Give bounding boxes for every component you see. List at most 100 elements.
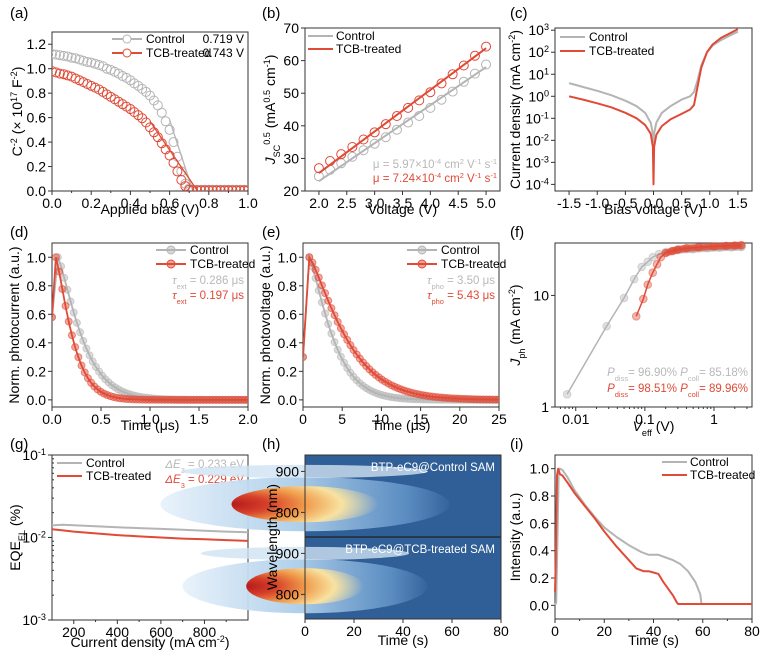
fit-line (318, 47, 487, 174)
y-tick-label: 0.6 (530, 515, 550, 531)
y-tick-label: 0.6 (27, 110, 47, 126)
x-axis-label-part: eff (642, 428, 652, 438)
y-tick-label-part: 10 (525, 110, 541, 126)
data-point (447, 69, 458, 80)
data-point (391, 124, 402, 135)
x-tick-label: 80 (493, 623, 509, 639)
y-tick-label: 0.2 (278, 363, 298, 379)
x-tick-label: 60 (444, 623, 460, 639)
mobility-annotation-part: μ = 5.97×10 (373, 159, 435, 171)
legend-label: Control (146, 32, 185, 46)
y-tick-label-part: 2 (544, 44, 549, 54)
panel-label: (f) (510, 224, 524, 241)
y-tick-label: 0.8 (530, 488, 550, 504)
y-tick-label: 70 (283, 20, 299, 36)
y-tick-label-part: 10 (22, 447, 38, 463)
x-tick-label: 0.01 (562, 411, 589, 427)
data-point (52, 49, 57, 60)
panel-d: (d) 0.0 0.5 1.0 1.5 2.0 0.0 0.2 0.4 0.6 0.8 1.0 Cont… (6, 224, 258, 433)
panel-e: (e) 0 5 10 15 20 25 0.0 0.2 0.4 0.6 0.8 1.0 ControlTC… (257, 224, 507, 433)
data-point (436, 78, 447, 89)
data-point (665, 248, 674, 256)
mobility-annotation-part: s (481, 173, 490, 185)
y-axis-label-part: ph (517, 348, 527, 358)
data-point (160, 116, 171, 127)
data-point (730, 241, 740, 250)
y-tick-label-part: -1 (38, 447, 46, 457)
data-point (730, 241, 738, 250)
y-axis-label: EQEEL (%) (7, 504, 27, 570)
data-point (675, 245, 683, 254)
legend-label: TCB-treated (690, 468, 755, 482)
data-point (705, 242, 714, 251)
x-tick-label: 5.0 (476, 195, 496, 211)
y-axis-label-part: EL (17, 530, 27, 541)
data-point (74, 54, 85, 65)
data-point (369, 138, 380, 149)
y-tick-label: 800 (276, 586, 300, 602)
mobility-annotation: μ = 7.24×10-4 cm2 V-1 s-1 (373, 171, 497, 186)
x-axis-label: Time (s) (628, 632, 679, 648)
lifetime-annotation: τext = 0.286 μs (172, 275, 244, 291)
data-point (619, 293, 629, 303)
data-point (207, 185, 218, 191)
data-point (458, 60, 469, 71)
data-point (78, 55, 89, 66)
plot-frame (302, 242, 500, 408)
y-axis-label-part: -1 (262, 59, 272, 67)
x-axis-label-part: (V) (652, 418, 675, 434)
x-tick-label: 1.5 (189, 411, 209, 427)
y-tick-label: 20 (283, 183, 299, 199)
data-point (652, 260, 662, 269)
x-axis-label: Bias voltage (V) (604, 201, 703, 217)
y-axis-label-part: ) (507, 30, 523, 35)
x-axis-label: Time (μs) (372, 417, 431, 433)
mobility-annotation-part: cm (441, 173, 460, 185)
efficiency-annotation-part: = 98.51% (628, 383, 677, 395)
x-tick-label: 10 (374, 411, 390, 427)
mobility-annotation-part: -1 (475, 157, 482, 166)
x-tick-label: 0.2 (81, 195, 101, 211)
legend-label: TCB-treated (86, 469, 151, 483)
x-tick-label: 80 (744, 623, 760, 639)
panel-label: (a) (10, 5, 28, 22)
data-point (172, 166, 183, 177)
data-point (639, 294, 648, 304)
data-point (724, 242, 733, 250)
data-point (722, 242, 731, 250)
y-axis-label-part: (× 10 (9, 102, 25, 138)
data-point (380, 119, 391, 130)
y-axis-label-part: ) (507, 284, 523, 289)
data-point (447, 86, 458, 97)
x-tick-label: 0.5 (91, 411, 111, 427)
y-tick-label: 1 (541, 399, 549, 415)
y-tick-label: 0.0 (27, 392, 47, 408)
lifetime-annotation-part: pho (431, 297, 443, 306)
x-axis-label-part: V (633, 418, 644, 434)
y-tick-label: 10-2 (525, 132, 549, 148)
mobility-annotation-part: 2 (460, 157, 464, 166)
efficiency-annotation-part: diss (615, 390, 629, 399)
x-tick-label: 0.0 (644, 195, 664, 211)
data-point (699, 243, 708, 251)
data-point (733, 241, 742, 250)
data-point (631, 312, 641, 321)
efficiency-annotation-part: = 85.18% (699, 367, 748, 379)
data-point (721, 241, 731, 251)
fit-line (303, 254, 499, 401)
y-tick-label: 10-3 (22, 612, 46, 628)
series-line-tcb (568, 28, 739, 186)
x-tick-label: 1.0 (140, 411, 160, 427)
y-axis-label-part: SC (272, 144, 282, 157)
x-tick-label: 15 (413, 411, 429, 427)
data-point (358, 145, 369, 156)
x-tick-label: 0.1 (635, 411, 655, 427)
lifetime-annotation: τpho = 5.43 μs (427, 290, 495, 306)
x-tick-label: 800 (193, 624, 217, 640)
y-tick-label: 1.2 (27, 36, 47, 52)
x-tick-label: 0.0 (42, 195, 62, 211)
y-tick-label: 0.2 (530, 570, 550, 586)
data-point (199, 185, 210, 191)
lifetime-annotation-part: ext (177, 297, 188, 306)
y-tick-label: 1.0 (27, 249, 47, 265)
